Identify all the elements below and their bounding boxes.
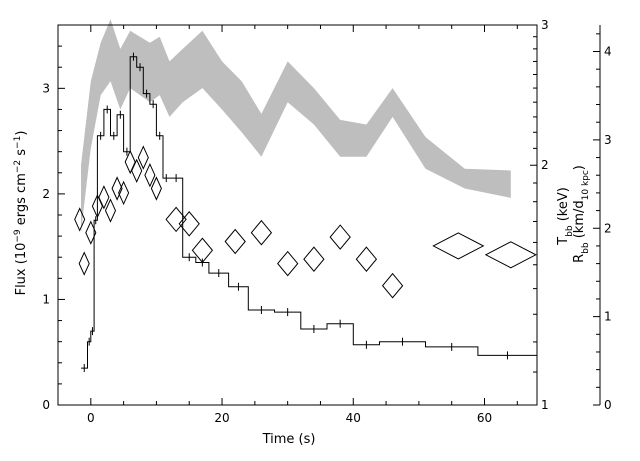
flux-label-part: Flux (10	[14, 243, 29, 296]
radius-point	[85, 220, 97, 245]
x-tick-label: 60	[477, 411, 492, 425]
radius-point	[484, 241, 537, 269]
temperature-label-rest: (keV)	[556, 187, 571, 225]
radius-point	[432, 232, 485, 260]
flux-label-sup: −1	[13, 136, 23, 149]
x-axis-label: Time (s)	[262, 432, 316, 447]
labels-layer: Time (s) Flux (10−9 ergs cm−2 s−1) Tbb (…	[13, 131, 591, 447]
temperature-axis-label: Tbb (keV)	[556, 187, 575, 246]
radius-label-mid: (km/d	[572, 200, 587, 242]
radius-point	[224, 228, 246, 255]
radius-label-main: R	[572, 254, 587, 263]
temperature-tick-label: 3	[541, 18, 549, 32]
radius-point	[104, 198, 117, 223]
temperature-tick-label: 1	[541, 398, 549, 412]
temperature-tick-label: 2	[541, 158, 549, 172]
radius-tick-label: 0	[604, 398, 612, 412]
radius-point	[277, 250, 299, 277]
radius-label-sub: bb	[581, 242, 591, 254]
radius-point	[118, 180, 130, 206]
flux-tick-label: 2	[42, 187, 50, 201]
radius-point	[150, 176, 162, 201]
axes-layer: 0 20 40 60 0 1 2 3 1 2 3 0 1 2 3 4	[42, 18, 611, 425]
flux-tick-label: 0	[42, 398, 50, 412]
radius-point	[381, 272, 404, 299]
radius-label-sub2: 10 kpc	[581, 170, 591, 200]
radius-point	[329, 224, 351, 250]
radius-point	[74, 207, 86, 232]
radius-point	[165, 206, 187, 233]
radius-tick-label: 1	[604, 310, 612, 324]
radius-label-end: )	[572, 165, 587, 170]
radius-tick-label: 4	[604, 45, 612, 59]
radius-point	[98, 185, 110, 210]
flux-tick-label: 1	[42, 292, 50, 306]
radius-point	[355, 246, 378, 272]
flux-label-sup: −9	[13, 229, 23, 243]
radius-point	[178, 211, 200, 237]
radius-point	[131, 158, 143, 184]
flux-histogram-layer	[81, 52, 537, 373]
x-tick-label: 0	[87, 411, 95, 425]
radius-point	[144, 162, 156, 188]
x-tick-label: 20	[214, 411, 229, 425]
radius-point	[250, 219, 273, 246]
radius-point	[137, 145, 149, 170]
temperature-band-layer	[81, 19, 511, 232]
temperature-label-main: T	[556, 237, 571, 246]
flux-label-part: ergs cm	[14, 173, 29, 229]
radius-point	[78, 251, 90, 276]
radius-diamond-layer	[74, 145, 537, 299]
flux-axis-label: Flux (10−9 ergs cm−2 s−1)	[13, 131, 29, 296]
temperature-band	[81, 19, 511, 232]
radius-axis-label: Rbb (km/d10 kpc)	[572, 165, 591, 263]
radius-point	[191, 237, 214, 264]
flux-label-part: )	[14, 131, 29, 136]
radius-point	[111, 176, 123, 201]
flux-histogram	[81, 56, 537, 369]
flux-label-sup: −2	[13, 160, 23, 173]
flux-label-part: s	[14, 149, 29, 160]
temperature-label-sub: bb	[565, 225, 575, 237]
x-tick-label: 40	[346, 411, 361, 425]
radius-point	[303, 246, 325, 272]
flux-tick-label: 3	[42, 81, 50, 95]
radius-tick-label: 3	[604, 133, 612, 147]
radius-tick-label: 2	[604, 221, 612, 235]
